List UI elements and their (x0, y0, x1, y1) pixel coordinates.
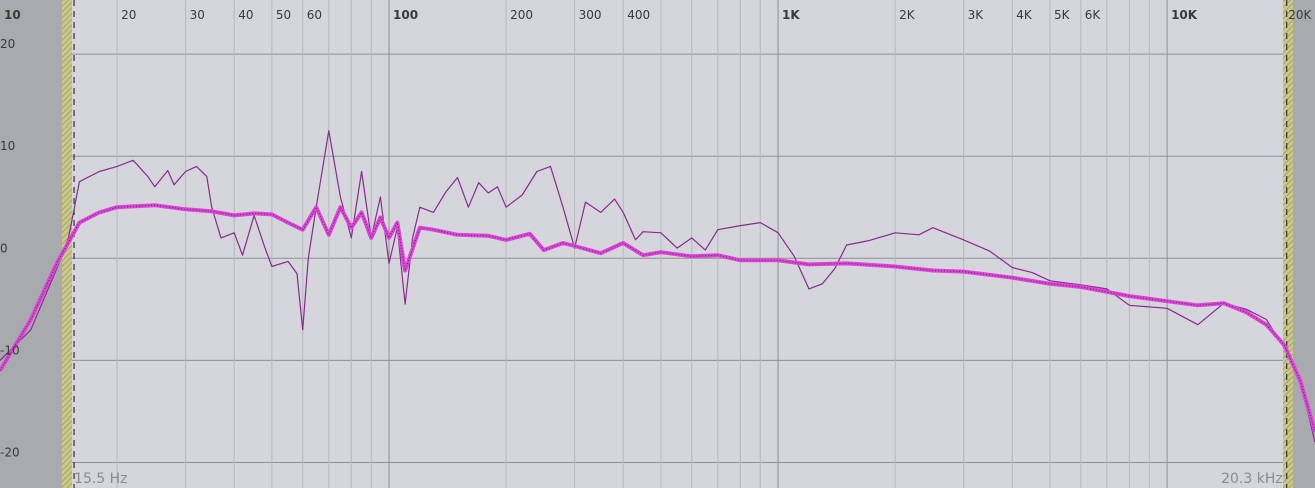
x-tick-label: 60 (307, 8, 322, 22)
low-excluded-region (0, 0, 62, 488)
y-tick-label: 20 (0, 37, 15, 51)
x-tick-label: 400 (627, 8, 650, 22)
x-tick-label: 1K (782, 8, 800, 22)
x-tick-label: 20 (121, 8, 136, 22)
x-tick-label: 200 (510, 8, 533, 22)
x-tick-label: 100 (393, 8, 418, 22)
cut-label: 20.3 kHz (1221, 471, 1283, 487)
y-tick-label: 0 (0, 241, 8, 255)
raw-curve (0, 130, 1315, 443)
x-tick-label: 10K (1171, 8, 1198, 22)
cut-label: 15.5 Hz (74, 471, 128, 487)
y-tick-label: -10 (0, 343, 20, 357)
high-excluded-region (1293, 0, 1315, 488)
smoothed-curve-dots (0, 204, 1315, 432)
x-tick-label: 2K (899, 8, 916, 22)
x-tick-label: 30 (190, 8, 205, 22)
y-tick-label: 10 (0, 139, 15, 153)
x-tick-label: 20K (1288, 8, 1312, 22)
x-tick-label: 10 (4, 8, 21, 22)
x-tick-label: 6K (1085, 8, 1102, 22)
x-tick-label: 300 (579, 8, 602, 22)
y-tick-label: -20 (0, 445, 20, 459)
x-tick-label: 50 (276, 8, 291, 22)
x-tick-label: 3K (968, 8, 985, 22)
x-tick-label: 4K (1016, 8, 1033, 22)
high-cut-band (1283, 0, 1293, 488)
x-tick-label: 5K (1054, 8, 1071, 22)
x-tick-label: 40 (238, 8, 253, 22)
